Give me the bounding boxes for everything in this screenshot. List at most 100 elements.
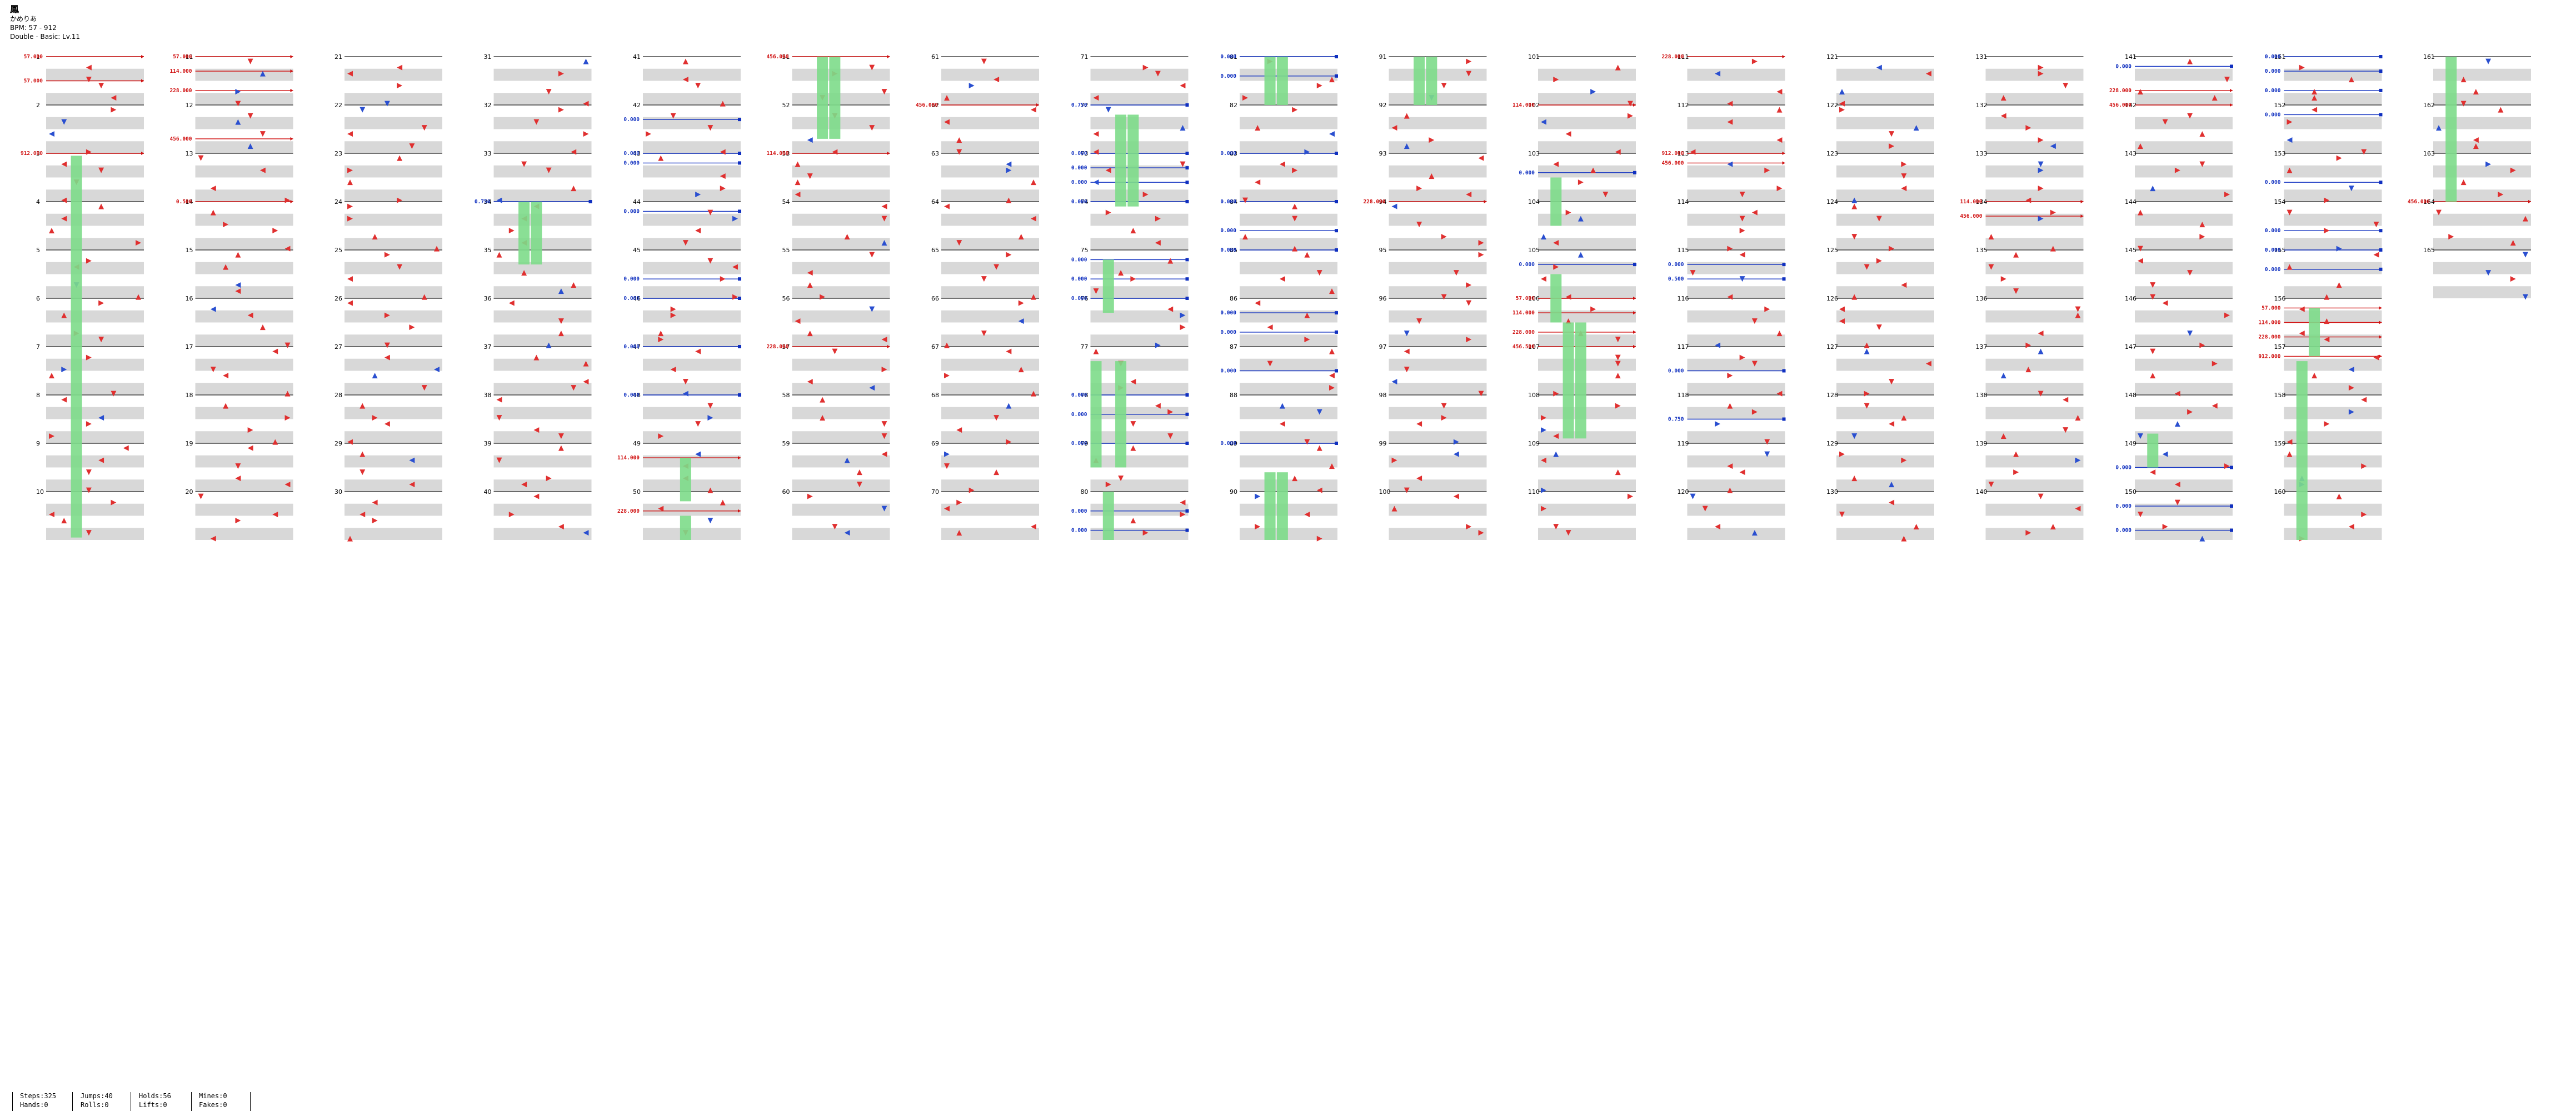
step-arrow: ▼ <box>1292 214 1297 223</box>
beat-stripe <box>2135 383 2233 395</box>
step-arrow: ▲ <box>857 468 862 477</box>
beat-stripe <box>345 334 442 347</box>
measure-number: 27 <box>335 343 342 351</box>
step-arrow: ▶ <box>2361 462 2367 471</box>
step-arrow: ◀ <box>211 305 216 313</box>
step-arrow: ▶ <box>347 214 353 223</box>
step-arrow: ▶ <box>1180 323 1186 332</box>
step-arrow: ▲ <box>2138 142 2143 150</box>
step-arrow: ▶ <box>397 82 402 90</box>
stat-holds: Holds:56 <box>139 1092 171 1100</box>
stop-label: 0.000 <box>1071 257 1087 263</box>
step-arrow: ▲ <box>1851 196 1857 204</box>
step-arrow: ▲ <box>533 353 539 362</box>
beat-stripe <box>792 479 890 492</box>
step-arrow: ▲ <box>2050 244 2056 253</box>
step-arrow: ▶ <box>1130 275 1136 283</box>
bpm-label: 228.000 <box>2109 88 2131 94</box>
step-arrow: ◀ <box>1006 347 1011 356</box>
stop-label: 0.000 <box>1220 441 1236 447</box>
step-arrow: ◀ <box>2299 329 2305 337</box>
measure-number: 116 <box>1678 295 1689 302</box>
beat-stripe <box>941 431 1039 443</box>
beat-stripe <box>2135 262 2233 274</box>
step-arrow: ◀ <box>571 148 576 156</box>
step-arrow: ▲ <box>2473 142 2479 150</box>
step-arrow: ▶ <box>1615 402 1621 410</box>
step-arrow: ▶ <box>2199 232 2205 241</box>
stop-marker <box>2230 528 2233 532</box>
stop-marker <box>2379 248 2383 252</box>
step-arrow: ▼ <box>546 87 552 96</box>
step-arrow: ▶ <box>1889 142 1894 150</box>
beat-stripe <box>941 407 1039 419</box>
step-arrow: ▼ <box>1130 420 1136 428</box>
step-arrow: ◀ <box>1479 154 1484 162</box>
stop-marker <box>1782 369 1786 373</box>
step-arrow: ◀ <box>347 275 353 283</box>
beat-stripe <box>643 68 741 81</box>
step-arrow: ▶ <box>2510 275 2516 283</box>
step-arrow: ▲ <box>1864 341 1870 349</box>
bpm-label: 456.000 <box>916 102 938 108</box>
step-arrow: ◀ <box>285 244 291 253</box>
beat-stripe <box>2284 165 2382 178</box>
beat-stripe <box>46 383 144 395</box>
bpm-label: 456.000 <box>1960 213 1982 219</box>
beat-stripe <box>345 286 442 298</box>
bpm-label: 456.000 <box>2408 199 2430 205</box>
beat-stripe <box>643 93 741 105</box>
step-arrow: ▲ <box>285 389 291 398</box>
measure-number: 74 <box>1081 198 1089 206</box>
measure-number: 158 <box>2274 392 2286 399</box>
stats-divider <box>72 1092 73 1111</box>
beat-stripe <box>1538 431 1636 443</box>
step-arrow: ◀ <box>1019 317 1024 326</box>
step-arrow: ▼ <box>1703 504 1708 513</box>
step-arrow: ▶ <box>658 335 663 343</box>
beat-stripe <box>46 93 144 105</box>
step-arrow: ▶ <box>285 196 291 204</box>
step-arrow: ◀ <box>2163 450 2168 458</box>
hold-body <box>1276 57 1288 105</box>
beat-stripe <box>2284 213 2382 226</box>
stat-fakes: Fakes:0 <box>199 1101 227 1109</box>
step-arrow: ◀ <box>1167 305 1173 313</box>
beat-stripe <box>643 479 741 492</box>
step-arrow: ◀ <box>1715 341 1720 349</box>
beat-stripe <box>493 68 592 81</box>
step-arrow: ▲ <box>2461 178 2467 187</box>
step-arrow: ◀ <box>2361 396 2367 404</box>
hold-body <box>1575 322 1586 439</box>
beat-stripe <box>1538 93 1636 105</box>
step-arrow: ◀ <box>2025 196 2031 204</box>
stop-label: 0.000 <box>1071 441 1087 447</box>
step-arrow: ◀ <box>2175 480 2180 488</box>
step-arrow: ▶ <box>1317 82 1322 90</box>
step-arrow: ◀ <box>2001 112 2006 120</box>
step-arrow: ▲ <box>882 238 887 247</box>
beat-stripe <box>1090 479 1189 492</box>
beat-stripe <box>1240 431 1337 443</box>
step-arrow: ▶ <box>136 238 141 247</box>
bpm-label: 456.000 <box>2109 102 2131 108</box>
beat-stripe <box>1090 383 1189 395</box>
step-arrow: ▲ <box>1167 257 1173 265</box>
step-arrow: ▶ <box>1441 414 1447 422</box>
stop-label: 0.000 <box>623 296 640 302</box>
step-arrow: ▼ <box>1155 69 1161 78</box>
step-arrow: ▶ <box>2337 244 2342 253</box>
step-arrow: ▶ <box>695 190 701 198</box>
step-arrow: ◀ <box>1094 130 1099 138</box>
step-arrow: ▲ <box>807 329 813 337</box>
beat-stripe <box>2135 93 2233 105</box>
beat-stripe <box>1538 68 1636 81</box>
step-arrow: ◀ <box>671 366 676 374</box>
step-arrow: ▲ <box>1292 202 1297 211</box>
step-arrow: ◀ <box>1553 238 1559 247</box>
step-arrow: ▲ <box>260 69 266 78</box>
step-arrow: ▲ <box>49 227 54 235</box>
stop-marker <box>2230 466 2233 469</box>
hold-body <box>1102 259 1114 313</box>
beat-stripe <box>1090 189 1189 202</box>
